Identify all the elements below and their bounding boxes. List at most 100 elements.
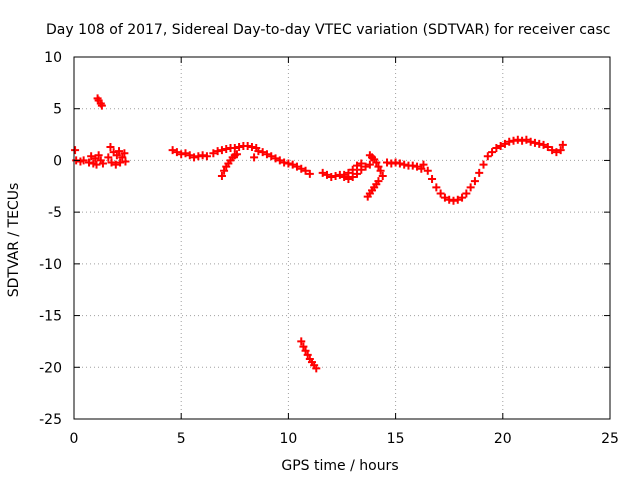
data-point	[530, 138, 539, 147]
y-tick-label: 10	[44, 50, 62, 66]
data-point	[483, 152, 492, 161]
y-tick-label: -5	[48, 205, 62, 221]
data-point	[297, 337, 306, 346]
data-point	[353, 169, 362, 178]
data-point	[432, 183, 441, 192]
data-point	[107, 158, 116, 167]
data-point	[104, 153, 113, 162]
data-point	[331, 171, 340, 180]
data-point	[297, 164, 306, 173]
data-point	[111, 160, 120, 169]
data-point	[177, 150, 186, 159]
data-point	[413, 162, 422, 171]
data-point	[348, 172, 357, 181]
data-point	[250, 153, 259, 162]
y-tick-label: 5	[53, 102, 62, 118]
data-point	[220, 166, 229, 175]
x-tick-label: 15	[387, 431, 405, 447]
data-point	[436, 189, 445, 198]
x-tick-label: 20	[494, 431, 512, 447]
data-point	[85, 158, 94, 167]
plot-frame	[73, 56, 611, 420]
data-point	[378, 171, 387, 180]
data-point	[275, 156, 284, 165]
data-point	[322, 170, 331, 179]
y-tick-label: -20	[39, 360, 62, 376]
data-point	[327, 172, 336, 181]
data-point	[254, 147, 263, 156]
x-tick-label: 0	[70, 431, 79, 447]
data-point	[558, 140, 567, 149]
data-point	[475, 168, 484, 177]
data-point	[243, 141, 252, 150]
data-point	[87, 152, 96, 161]
data-point	[121, 157, 130, 166]
data-point	[395, 159, 404, 168]
chart-title: Day 108 of 2017, Sidereal Day-to-day VTE…	[46, 22, 610, 38]
data-point	[417, 164, 426, 173]
data-point	[365, 160, 374, 169]
data-point	[376, 166, 385, 175]
x-tick-label: 10	[279, 431, 297, 447]
data-point	[400, 160, 409, 169]
data-point	[217, 146, 226, 155]
data-point	[423, 166, 432, 175]
x-tick-label: 5	[177, 431, 186, 447]
data-point	[213, 147, 222, 156]
data-point	[198, 151, 207, 160]
data-point	[232, 150, 241, 159]
data-point	[466, 183, 475, 192]
data-point	[116, 158, 125, 167]
data-point	[115, 147, 124, 156]
data-point	[479, 160, 488, 169]
data-point	[202, 152, 211, 161]
data-point	[357, 165, 366, 174]
y-tick-label: -25	[39, 412, 62, 428]
x-axis-label: GPS time / hours	[281, 458, 398, 474]
data-point	[408, 161, 417, 170]
data-point	[299, 342, 308, 351]
data-point	[505, 137, 514, 146]
data-point	[120, 149, 129, 158]
data-point	[185, 151, 194, 160]
data-point	[301, 166, 310, 175]
data-point	[492, 144, 501, 153]
data-point	[222, 145, 231, 154]
y-tick-label: -15	[39, 309, 62, 325]
data-point	[305, 169, 314, 178]
data-point	[535, 139, 544, 148]
data-point	[374, 177, 383, 186]
data-point	[496, 141, 505, 150]
data-point	[271, 154, 280, 163]
data-point	[71, 146, 80, 155]
data-point	[428, 175, 437, 184]
data-point	[440, 193, 449, 202]
data-point	[513, 135, 522, 144]
data-point	[526, 137, 535, 146]
data-point	[552, 148, 561, 157]
data-point	[518, 136, 527, 145]
data-point	[344, 175, 353, 184]
data-point	[303, 350, 312, 359]
data-point	[488, 148, 497, 157]
data-point	[522, 135, 531, 144]
data-point	[267, 152, 276, 161]
data-point	[97, 101, 106, 110]
data-point	[470, 177, 479, 186]
data-point	[449, 196, 458, 205]
data-point	[462, 189, 471, 198]
data-point	[258, 148, 267, 157]
data-point	[445, 195, 454, 204]
data-point	[383, 158, 392, 167]
data-point	[372, 158, 381, 167]
data-point	[458, 193, 467, 202]
data-point	[209, 149, 218, 158]
data-point	[194, 152, 203, 161]
y-tick-label: -10	[39, 257, 62, 273]
series-sdtvar	[71, 94, 567, 373]
data-point	[539, 140, 548, 149]
data-point	[361, 162, 370, 171]
data-point	[288, 160, 297, 169]
data-point	[262, 150, 271, 159]
